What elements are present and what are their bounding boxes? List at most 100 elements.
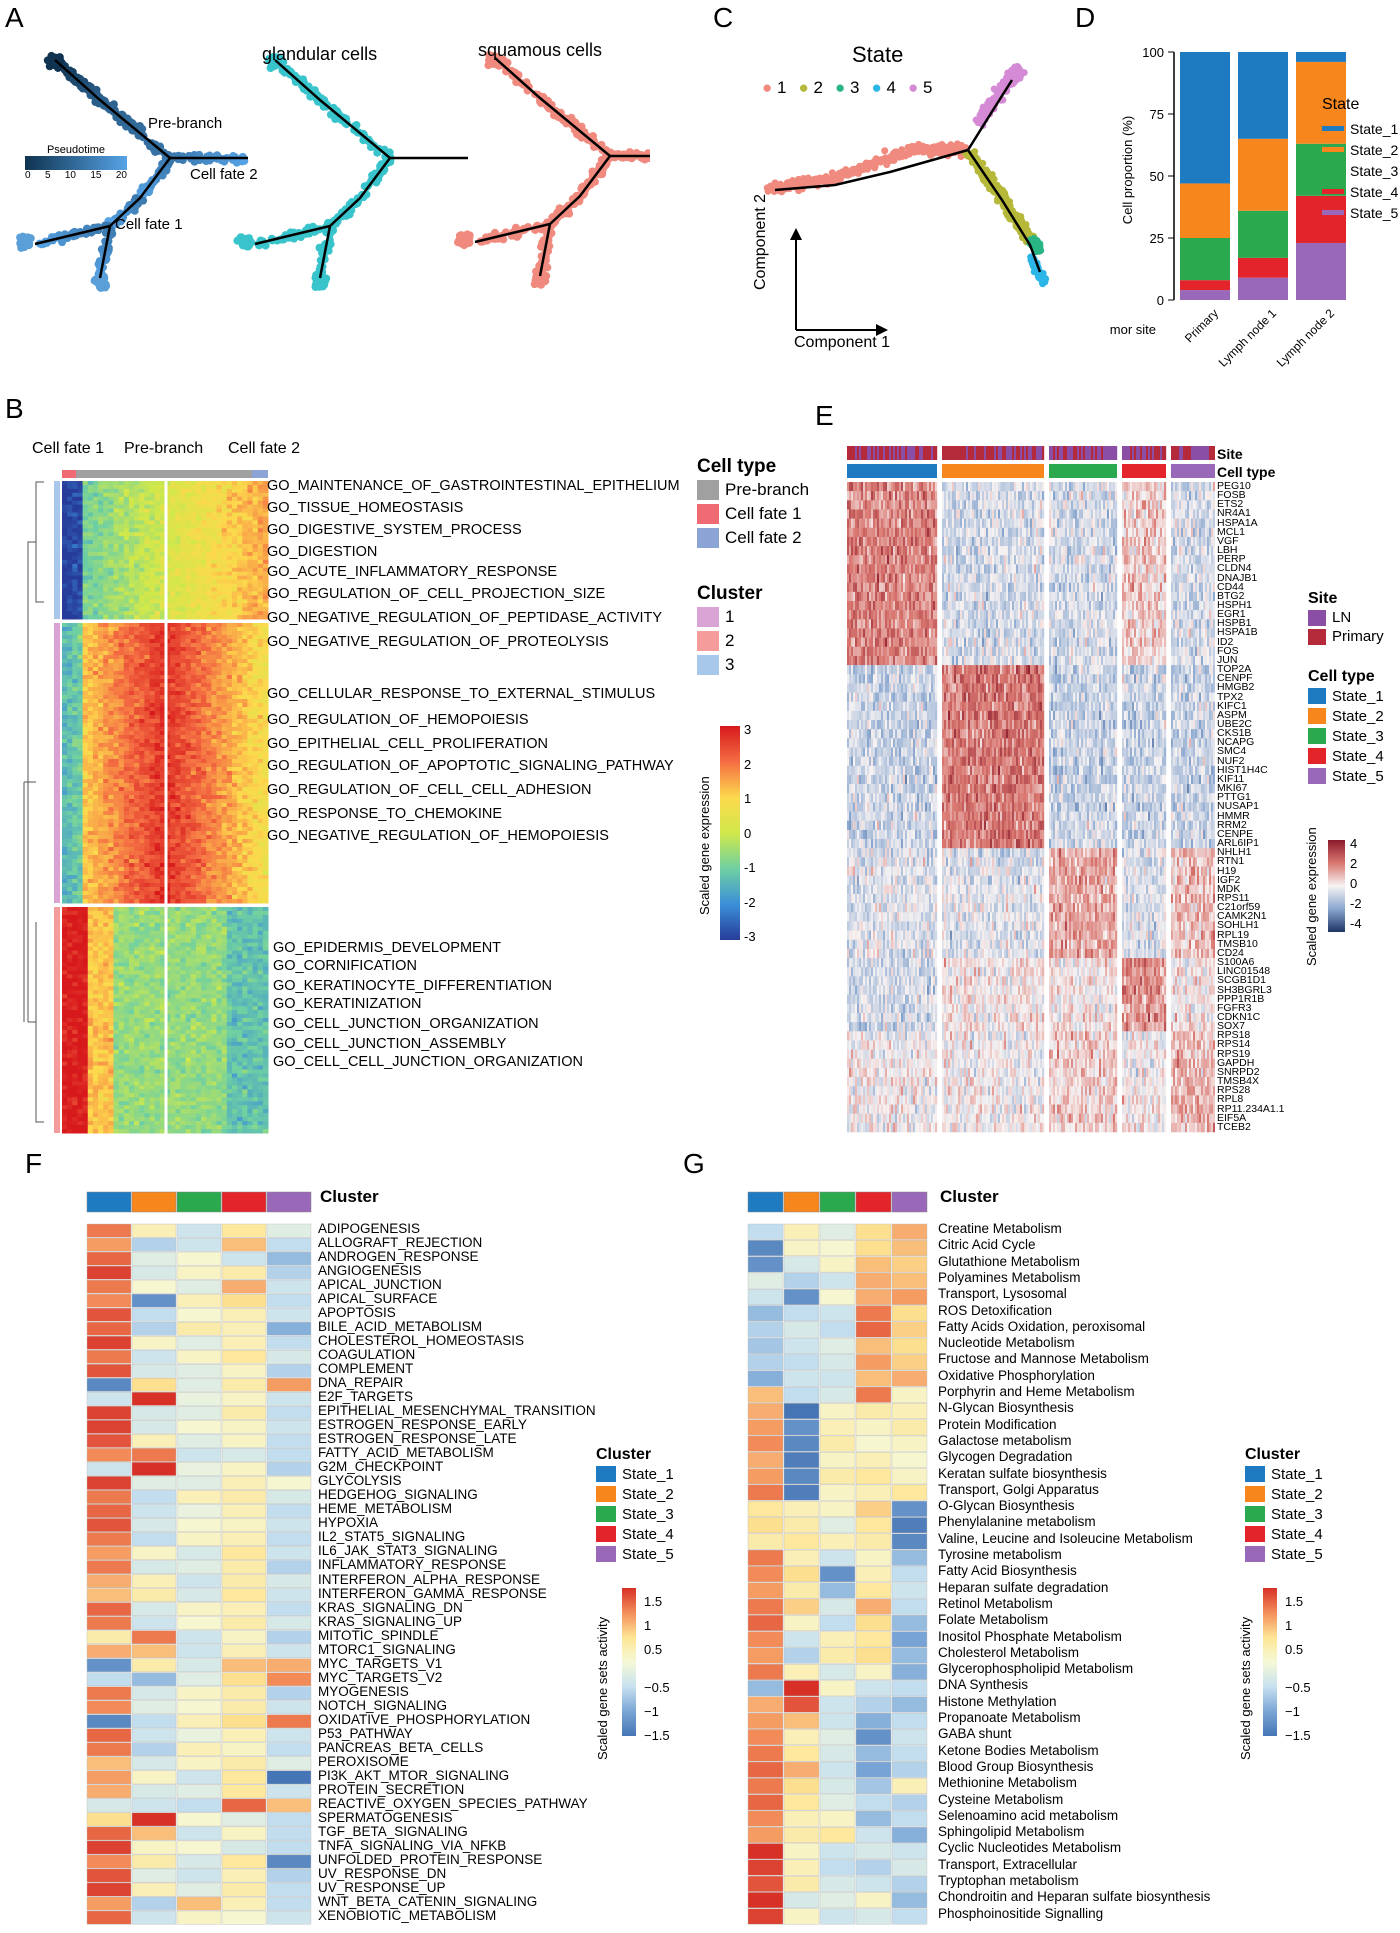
heatmap-cell — [144, 727, 151, 732]
heatmap-cell — [67, 739, 73, 744]
heatmap-cell — [201, 567, 207, 573]
heatmap-cell — [139, 635, 145, 640]
heatmap-cell — [185, 679, 192, 684]
heatmap-cell — [211, 703, 217, 708]
heatmap-cell — [247, 559, 254, 565]
heatmap-cell — [87, 635, 94, 640]
heatmap-cell — [257, 707, 264, 712]
heatmap-cell — [77, 687, 84, 692]
heatmap-cell — [144, 655, 151, 660]
heatmap-cell — [154, 627, 161, 632]
heatmap-cell — [262, 524, 269, 529]
heatmap-cell — [201, 695, 207, 700]
heatmap-cell — [231, 516, 238, 521]
heatmap-cell — [108, 548, 114, 553]
heatmap-cell — [170, 635, 176, 640]
heatmap-cell — [123, 496, 130, 502]
heatmap-cell — [128, 675, 135, 680]
heatmap-cell — [170, 484, 176, 490]
heatmap-cell — [165, 647, 171, 652]
heatmap-cell — [67, 635, 73, 640]
heatmap-cell — [159, 532, 166, 537]
heatmap-cell — [103, 675, 109, 680]
heatmap-cell — [180, 671, 187, 676]
heatmap-cell — [252, 536, 259, 541]
heatmap-cell — [72, 520, 78, 525]
heatmap-cell — [67, 659, 73, 664]
heatmap-cell — [195, 711, 202, 716]
state-bar-legend-item: State_5 — [1322, 202, 1398, 223]
heatmap-cell — [98, 707, 104, 712]
heatmap-cell — [165, 711, 171, 716]
heatmap-cell — [257, 623, 264, 628]
heatmap-cell — [118, 715, 125, 720]
heatmap-cell — [252, 667, 259, 672]
heatmap-cell — [216, 548, 223, 553]
heatmap-cell — [175, 667, 181, 672]
heatmap-cell — [190, 603, 197, 608]
heatmap-cell — [195, 611, 202, 616]
heatmap-cell — [144, 615, 151, 620]
heatmap-cell — [190, 504, 197, 510]
heatmap-cell — [98, 679, 104, 684]
heatmap-cell — [216, 607, 223, 612]
heatmap-cell — [134, 540, 140, 545]
heatmap-cell — [201, 488, 207, 494]
heatmap-cell — [128, 575, 135, 581]
heatmap-cell — [149, 567, 156, 573]
cell-point — [513, 232, 522, 241]
heatmap-cell — [262, 727, 269, 732]
heatmap-cell — [92, 544, 99, 549]
heatmap-cell — [67, 731, 73, 736]
heatmap-cell — [180, 683, 187, 688]
heatmap-cell — [123, 723, 130, 728]
heatmap-cell — [159, 715, 166, 720]
heatmap-cell — [128, 563, 135, 569]
heatmap-cell — [175, 492, 181, 498]
heatmap-cell — [87, 516, 94, 521]
heatmap-cell — [103, 663, 109, 668]
heatmap-cell — [82, 735, 89, 740]
heatmap-cell — [201, 699, 207, 704]
heatmap-cell — [195, 524, 202, 529]
heatmap-cell — [211, 512, 217, 517]
heatmap-cell — [257, 532, 264, 537]
heatmap-cell — [201, 512, 207, 517]
heatmap-cell — [134, 719, 140, 724]
heatmap-cell — [231, 715, 238, 720]
heatmap-cell — [201, 500, 207, 506]
heatmap-cell — [170, 555, 176, 561]
heatmap-cell — [237, 540, 243, 545]
heatmap-cell — [103, 691, 109, 696]
heatmap-cell — [201, 528, 207, 533]
heatmap-cell — [108, 484, 114, 490]
heatmap-cell — [144, 532, 151, 537]
heatmap-cell — [170, 623, 176, 628]
heatmap-cell — [62, 583, 68, 588]
heatmap-cell — [103, 532, 109, 537]
heatmap-cell — [247, 536, 254, 541]
heatmap-cell — [159, 631, 166, 636]
heatmap-cell — [195, 500, 202, 506]
heatmap-cell — [139, 711, 145, 716]
heatmap-cell — [242, 723, 248, 728]
panel-label-a: A — [5, 2, 24, 34]
heatmap-cell — [237, 711, 243, 716]
heatmap-cell — [262, 548, 269, 553]
heatmap-cell — [165, 735, 171, 740]
heatmap-cell — [185, 711, 192, 716]
heatmap-cell — [175, 723, 181, 728]
heatmap-cell — [252, 587, 259, 592]
heatmap-cell — [195, 504, 202, 510]
heatmap-cell — [67, 536, 73, 541]
heatmap-cell — [201, 719, 207, 724]
heatmap-cell — [216, 481, 223, 486]
heatmap-cell — [226, 723, 233, 728]
heatmap-cell — [67, 528, 73, 533]
heatmap-cell — [237, 635, 243, 640]
heatmap-cell — [252, 675, 259, 680]
heatmap-cell — [98, 727, 104, 732]
heatmap-cell — [128, 663, 135, 668]
heatmap-cell — [113, 481, 120, 486]
heatmap-cell — [92, 731, 99, 736]
